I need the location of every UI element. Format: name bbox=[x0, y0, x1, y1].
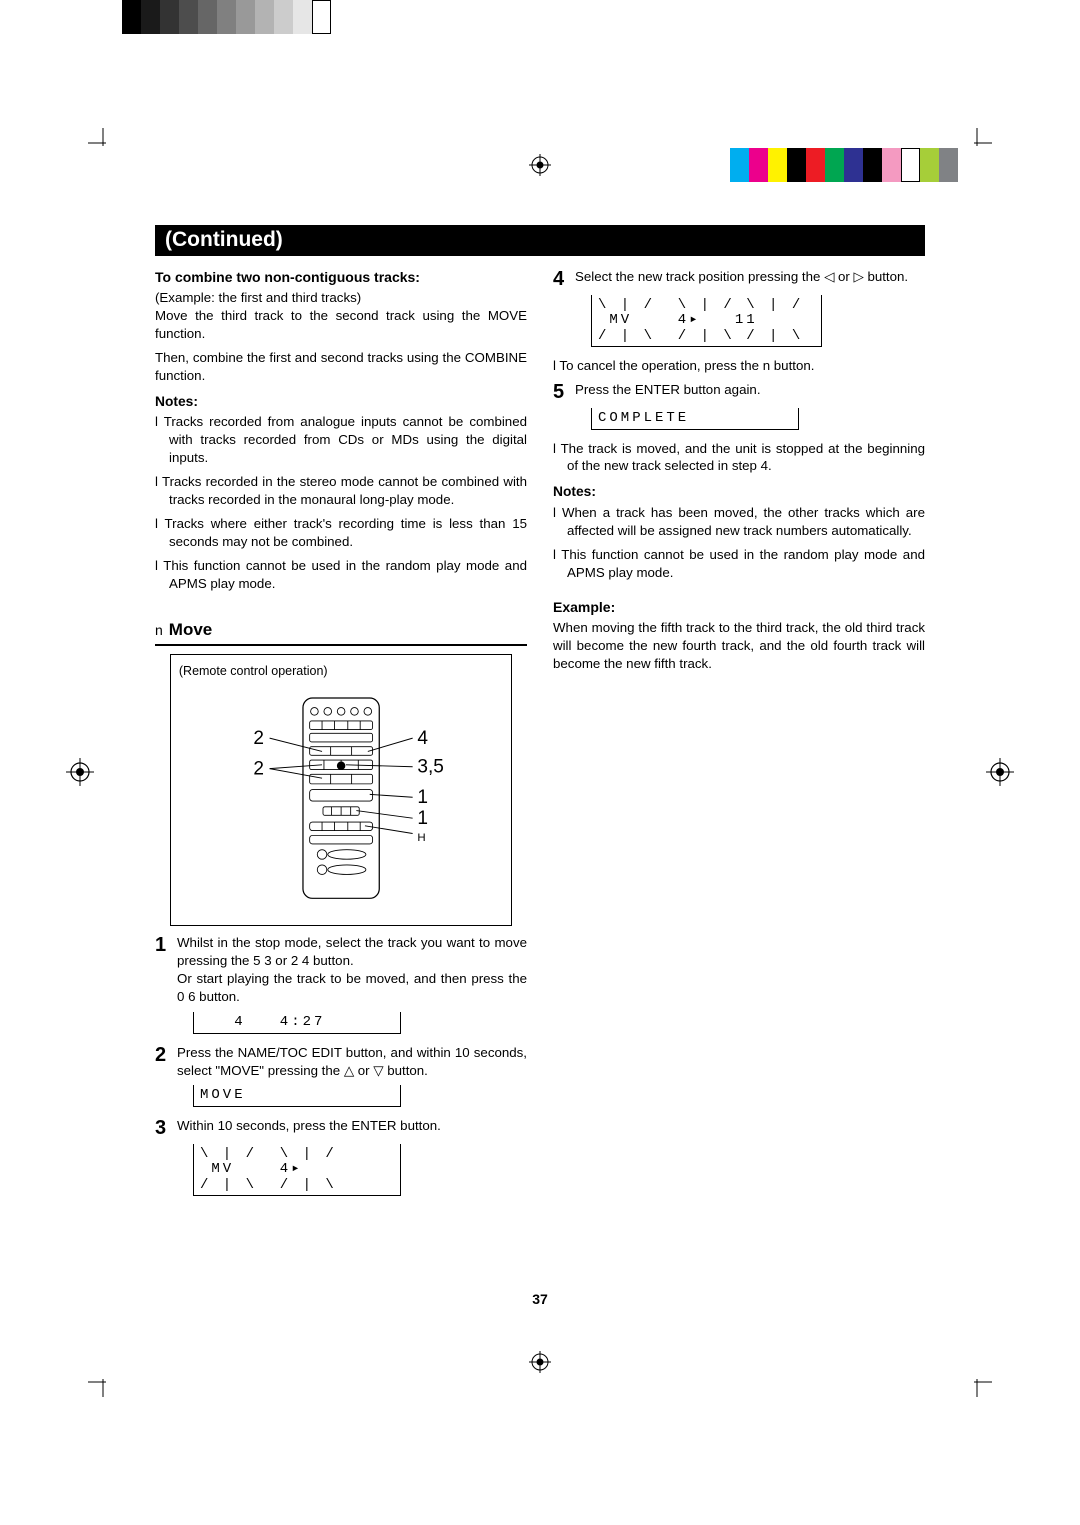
combine-heading: To combine two non-contiguous tracks: bbox=[155, 268, 527, 287]
step-5-note: The track is moved, and the unit is stop… bbox=[553, 440, 925, 476]
combine-p1: Move the third track to the second track… bbox=[155, 307, 527, 343]
calibration-colors bbox=[730, 148, 958, 182]
svg-text:2: 2 bbox=[253, 759, 264, 780]
step-number: 2 bbox=[155, 1045, 177, 1080]
step-1: 1 Whilst in the stop mode, select the tr… bbox=[155, 934, 527, 1006]
note-item: When a track has been moved, the other t… bbox=[553, 504, 925, 540]
step-3: 3 Within 10 seconds, press the ENTER but… bbox=[155, 1117, 527, 1138]
crop-mark bbox=[962, 1367, 992, 1397]
square-bullet-icon: n bbox=[155, 621, 163, 640]
step-5-text: Press the ENTER button again. bbox=[575, 381, 925, 402]
notes-label: Notes: bbox=[155, 393, 527, 412]
step-number: 1 bbox=[155, 935, 177, 1006]
combine-p2: Then, combine the first and second track… bbox=[155, 349, 527, 385]
step-number: 5 bbox=[553, 382, 575, 402]
note-item: This function cannot be used in the rand… bbox=[155, 557, 527, 593]
crop-mark bbox=[88, 1367, 118, 1397]
left-column: To combine two non-contiguous tracks: (E… bbox=[155, 268, 527, 1206]
page-number: 37 bbox=[532, 1291, 548, 1307]
example-text: When moving the fifth track to the third… bbox=[553, 619, 925, 673]
step-number: 3 bbox=[155, 1118, 177, 1138]
note-item: Tracks where either track's recording ti… bbox=[155, 515, 527, 551]
svg-text:1: 1 bbox=[417, 787, 428, 808]
note-item: This function cannot be used in the rand… bbox=[553, 546, 925, 582]
step-1-text-a: Whilst in the stop mode, select the trac… bbox=[177, 935, 527, 968]
lcd-display-1: 4 4:27 bbox=[193, 1012, 401, 1033]
step-1-text-b: Or start playing the track to be moved, … bbox=[177, 971, 527, 1004]
svg-text:3,5: 3,5 bbox=[417, 757, 444, 778]
step-4-text: Select the new track position pressing t… bbox=[575, 268, 925, 289]
step-4-note-list: To cancel the operation, press the n but… bbox=[553, 357, 925, 375]
section-title-bar: (Continued) bbox=[155, 225, 925, 256]
svg-text:2: 2 bbox=[253, 728, 264, 749]
note-item: Tracks recorded from analogue inputs can… bbox=[155, 413, 527, 467]
move-section-head: n Move bbox=[155, 619, 527, 646]
lcd-display-2: MOVE bbox=[193, 1085, 401, 1106]
step-number: 4 bbox=[553, 269, 575, 289]
example-heading: Example: bbox=[553, 598, 925, 617]
note-item: Tracks recorded in the stereo mode canno… bbox=[155, 473, 527, 509]
right-column: 4 Select the new track position pressing… bbox=[553, 268, 925, 1206]
step-4: 4 Select the new track position pressing… bbox=[553, 268, 925, 289]
registration-mark-right bbox=[986, 758, 1014, 786]
crop-mark bbox=[962, 128, 992, 158]
svg-text:1: 1 bbox=[417, 808, 428, 829]
registration-mark-top bbox=[529, 154, 551, 176]
remote-diagram-box: (Remote control operation) bbox=[170, 654, 512, 927]
crop-mark bbox=[88, 128, 118, 158]
step-2: 2 Press the NAME/TOC EDIT button, and wi… bbox=[155, 1044, 527, 1080]
lcd-display-5: COMPLETE bbox=[591, 408, 799, 429]
svg-text:H: H bbox=[417, 833, 425, 845]
remote-caption: (Remote control operation) bbox=[179, 663, 503, 680]
step-3-text: Within 10 seconds, press the ENTER butto… bbox=[177, 1117, 527, 1138]
combine-example: (Example: the first and third tracks) bbox=[155, 289, 527, 307]
move-notes-list: When a track has been moved, the other t… bbox=[553, 504, 925, 582]
registration-mark-bottom bbox=[529, 1351, 551, 1373]
svg-text:4: 4 bbox=[417, 728, 428, 749]
move-heading: Move bbox=[169, 619, 212, 642]
lcd-display-4: \ | / \ | / \ | / MV 4▸ 11 / | \ / | \ /… bbox=[591, 295, 822, 347]
notes-label: Notes: bbox=[553, 483, 925, 502]
step-5: 5 Press the ENTER button again. bbox=[553, 381, 925, 402]
section-title: (Continued) bbox=[165, 228, 283, 251]
step-4-note: To cancel the operation, press the n but… bbox=[553, 357, 925, 375]
combine-notes-list: Tracks recorded from analogue inputs can… bbox=[155, 413, 527, 592]
calibration-grayscale bbox=[122, 0, 331, 34]
step-5-note-list: The track is moved, and the unit is stop… bbox=[553, 440, 925, 476]
step-2-text: Press the NAME/TOC EDIT button, and with… bbox=[177, 1044, 527, 1080]
lcd-display-3: \ | / \ | / MV 4▸ / | \ / | \ bbox=[193, 1144, 401, 1196]
remote-control-diagram: 2 2 4 3,5 1 1 H bbox=[179, 687, 503, 917]
registration-mark-left bbox=[66, 758, 94, 786]
